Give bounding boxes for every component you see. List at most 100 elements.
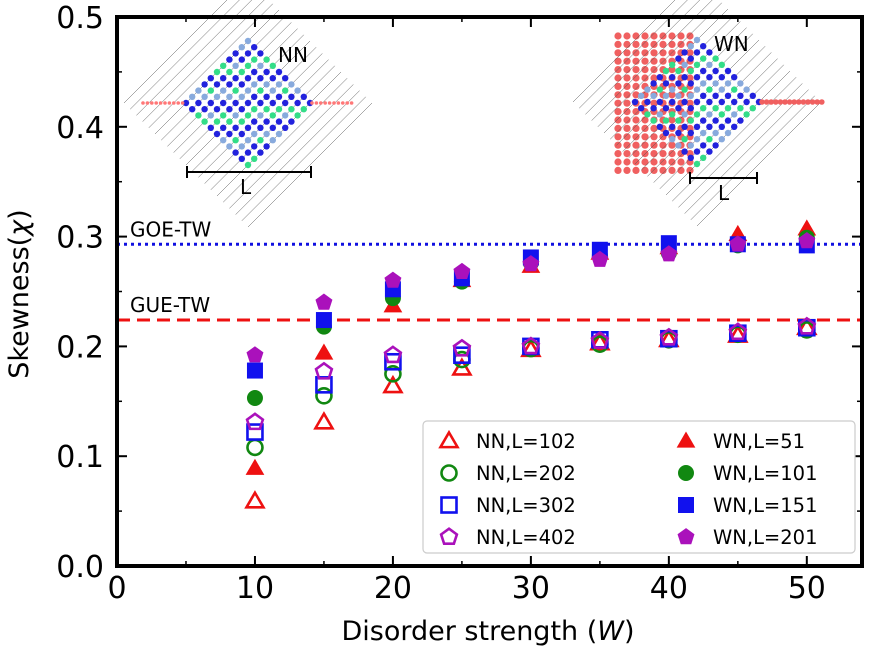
inset-wn-site [693,160,701,168]
inset-nn-site [275,81,283,88]
inset-wn-lead-site [814,99,820,105]
inset-nn-site [257,137,264,144]
legend-marker-nn-l-202 [440,464,458,482]
inset-wn-lead-site [677,32,685,40]
inset-wn-site [700,142,707,149]
data-point-wn-l-201 [798,232,816,249]
inset-nn-site [288,106,295,113]
inset-nn-grid-line [247,102,373,228]
inset-nn-site [213,106,221,113]
inset-wn-site [700,117,707,124]
x-axis-label-suffix: ) [624,616,635,647]
inset-nn-site [294,87,301,94]
inset-nn-site [257,75,264,82]
inset-wn-site [644,111,651,118]
inset-nn-site [263,56,270,63]
inset-wn-site [724,80,732,87]
data-point-wn-l-201 [591,250,609,267]
inset-wn-site [675,67,682,75]
inset-wn-lead-site [668,166,676,174]
inset-wn-lead-site [623,116,631,124]
inset-wn-site [687,105,694,112]
inset-nn-site [189,106,196,113]
reference-line-label-gue-tw: GUE-TW [130,293,210,317]
inset-wn-site [681,49,688,56]
inset-wn-lead-site [668,141,676,149]
inset-wn-site [712,55,719,62]
inset-wn-lead-site [632,141,640,149]
inset-nn-site [269,87,276,94]
inset-nn-site [226,56,233,63]
inset-wn-lead-site [641,150,649,158]
inset-wn-lead-site [614,124,622,132]
inset-nn-site [275,106,283,113]
inset-nn-site [195,99,202,107]
inset-wn-lead-site [805,99,811,105]
y-axis-label-prefix: Skewness( [4,236,35,379]
inset-nn-site [257,112,264,119]
inset-nn-site [207,87,214,94]
inset-wn-site [700,67,707,75]
inset-nn-lead-site [336,101,341,105]
data-point-nn-l-402 [659,327,679,346]
inset-wn-site [656,111,663,118]
data-point-nn-l-202 [384,365,402,383]
data-point-wn-l-201 [522,255,540,272]
inset-nn-site [220,62,227,69]
inset-wn-site [731,123,738,130]
inset-wn-site [693,136,701,143]
inset-nn-site [220,112,227,119]
legend-box [422,420,856,554]
inset-nn-site [269,112,276,119]
inset-wn-lead-site [614,99,622,107]
inset-wn-lead-site [614,141,622,149]
data-point-nn-l-402 [452,338,472,357]
inset-wn-site [650,105,657,112]
inset-wn-site [669,74,676,81]
inset-wn-lead-site [614,74,622,82]
inset-wn-lead-site [659,150,667,158]
inset-nn-grid-line [235,90,360,215]
inset-wn-lead-site [650,49,658,57]
data-point-wn-l-201 [384,271,402,288]
inset-nn-lead-site [323,101,328,105]
inset-wn-lead-site [659,32,667,40]
inset-wn-site [644,86,651,93]
x-tick-label: 50 [788,571,826,606]
inset-wn-lead-site [623,99,631,107]
data-point-wn-l-51 [314,343,334,360]
inset-wn-lead-site [623,150,631,158]
inset-nn-site [288,93,295,101]
inset-nn-site [226,143,233,150]
inset-wn-lead-site [614,40,622,49]
inset-nn-site [263,143,270,150]
data-point-wn-l-201 [729,235,747,252]
inset-wn-lead-site [623,141,631,149]
inset-wn-site [687,154,694,161]
inset-nn-site [257,62,264,69]
inset-nn-site [244,62,252,69]
y-tick-label: 0.0 [56,550,104,585]
data-point-nn-l-402 [590,331,610,349]
inset-wn-lead-site [659,141,667,149]
legend-marker-nn-l-302 [440,496,458,514]
inset-nn-grid-line [223,78,348,203]
inset-nn-site [288,118,295,125]
inset-wn-site [693,36,701,44]
inset-nn-site [275,118,283,125]
inset-wn-lead-site [677,40,685,49]
inset-nn-site [232,87,239,94]
inset-nn-site [244,87,252,94]
inset-wn-lead-site [623,158,631,166]
inset-wn-site [675,80,682,87]
inset-wn-lead-site [650,66,658,74]
inset-wn-site [693,74,701,81]
inset-nn-site [213,118,221,125]
inset-nn-lead-site [163,101,167,105]
inset-nn-site [238,143,245,150]
inset-wn-lead-site [632,91,640,99]
legend-label: NN,L=102 [476,430,576,453]
inset-wn-lead-site [632,124,640,132]
inset-wn-lead-site [641,158,649,166]
inset-nn-site [244,137,252,144]
